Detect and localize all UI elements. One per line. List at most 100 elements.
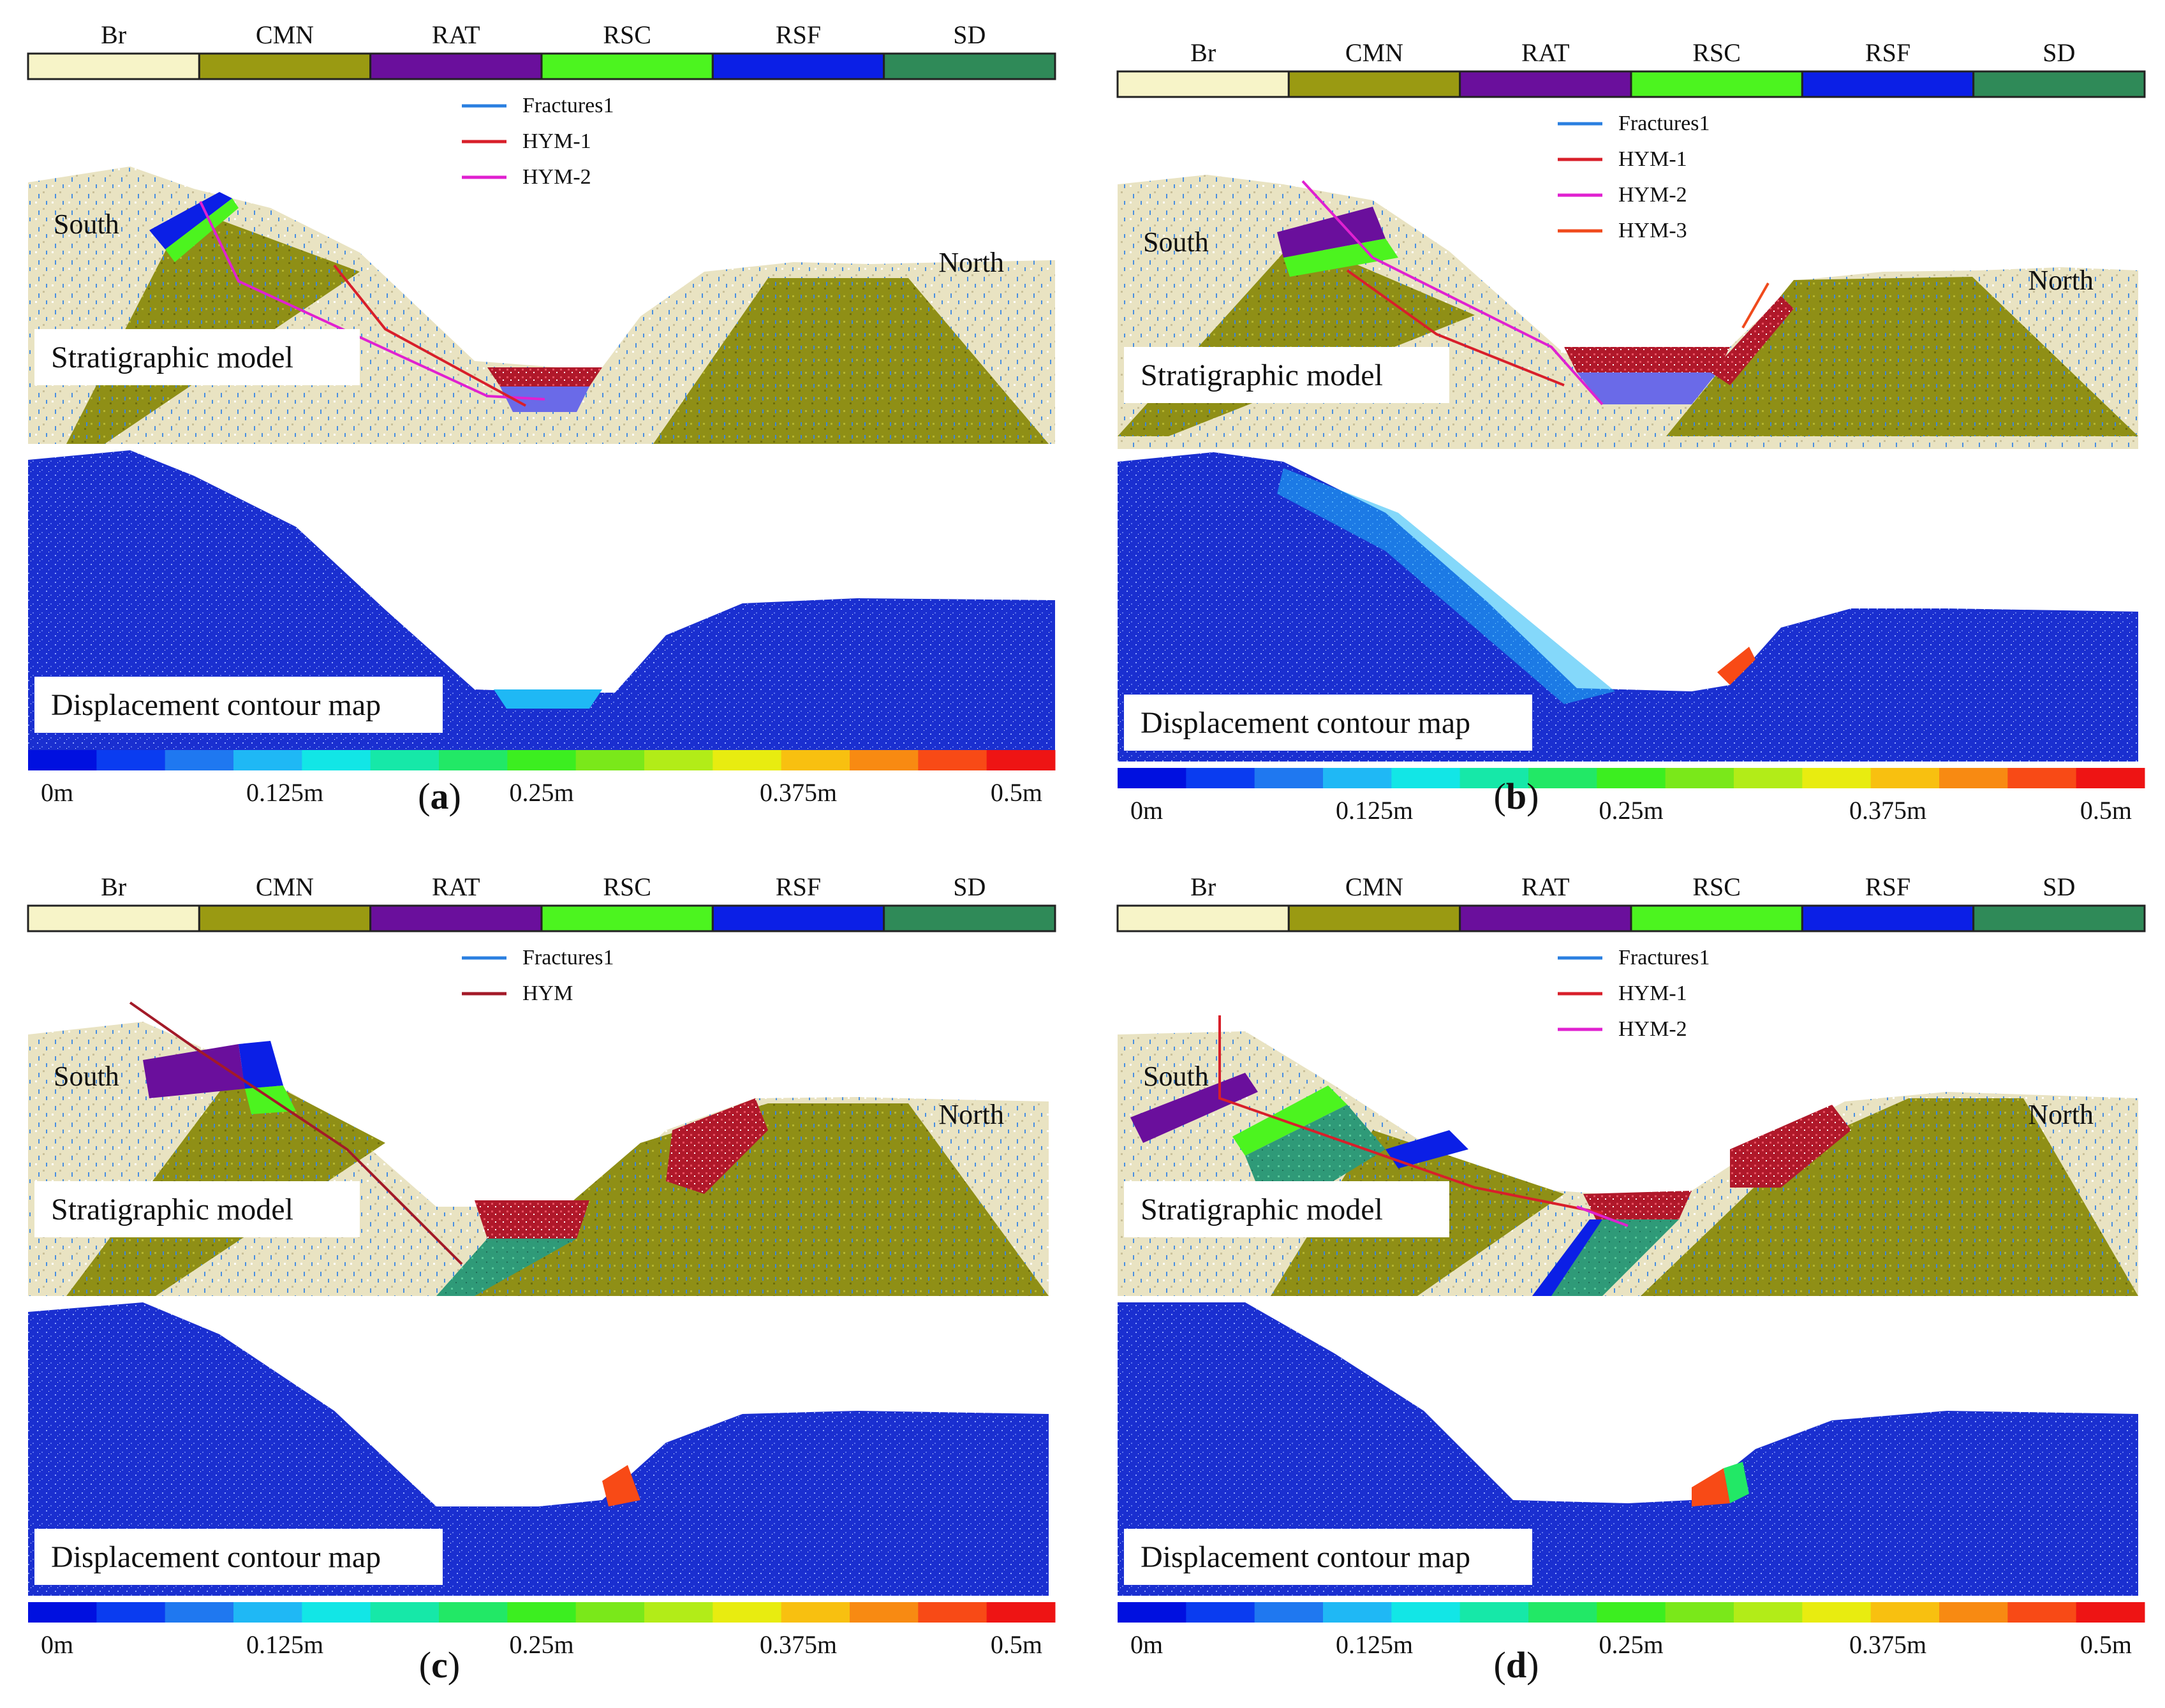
colorbar-segment <box>2076 768 2145 788</box>
stratigraphic-model: Fractures1 HYM-1 HYM-2 South North Stratigrap… <box>28 94 1055 444</box>
layer-legend-bar: Br CMN RAT RSC RSF SD <box>1116 38 2146 98</box>
strat-label: Stratigraphic model <box>1141 358 1383 392</box>
caption-close: ) <box>1526 1644 1539 1686</box>
colorbar-segment <box>2007 1602 2077 1623</box>
displacement-contour-map: Displacement contour map <box>28 1302 1049 1596</box>
layer-swatch-sd <box>1972 904 2146 932</box>
colorbar: 0m 0.125m 0.25m 0.375m 0.5m <box>1118 1602 2145 1659</box>
strata-band <box>1385 1130 1468 1168</box>
layer-label-rsf: RSF <box>776 872 821 901</box>
legend-label: HYM-3 <box>1618 219 1687 242</box>
hym-line <box>1346 269 1565 387</box>
colorbar-segment <box>1802 768 1872 788</box>
strat-label-box <box>34 329 360 385</box>
deposit-zone <box>1583 1191 1692 1219</box>
panel-caption: (b) <box>1494 776 1539 817</box>
layer-label-rsf: RSF <box>776 20 821 49</box>
colorbar-segment <box>1597 768 1666 788</box>
hym-line <box>1301 180 1604 406</box>
layer-label-cmn: CMN <box>256 872 314 901</box>
disp-label: Displacement contour map <box>1141 1540 1470 1574</box>
colorbar-segment <box>713 1602 782 1623</box>
colorbar-tick-label: 0m <box>41 1630 73 1659</box>
displacement-zone <box>1692 1468 1730 1506</box>
layer-label-rat: RAT <box>1521 872 1570 901</box>
colorbar-tick-label: 0.5m <box>2080 1630 2132 1659</box>
legend-label: HYM-1 <box>1618 982 1687 1005</box>
displacement-zone <box>1717 647 1755 685</box>
colorbar-tick-label: 0.25m <box>1599 796 1663 825</box>
deposit-zone <box>475 1200 589 1239</box>
colorbar-segment <box>781 750 850 770</box>
hym-line <box>129 1001 463 1265</box>
colorbar-segment <box>1186 768 1255 788</box>
layer-swatch-rsf <box>1801 70 1975 98</box>
strata-band <box>1130 1073 1258 1143</box>
colorbar-tick-label: 0.125m <box>246 1630 323 1659</box>
colorbar-tick-label: 0.125m <box>1336 796 1413 825</box>
displacement-contour-map: Displacement contour map <box>28 450 1055 756</box>
layer-label-rsc: RSC <box>1692 872 1741 901</box>
strata-band <box>239 1041 283 1089</box>
strata-band <box>1283 239 1398 277</box>
layer-label-cmn: CMN <box>1345 872 1403 901</box>
caption-open: ( <box>418 776 430 817</box>
colorbar-segment <box>1870 1602 1940 1623</box>
colorbar-segment <box>575 750 645 770</box>
colorbar-segment <box>507 750 577 770</box>
deposit-zone <box>487 367 602 387</box>
colorbar-segment <box>1459 1602 1529 1623</box>
colorbar-segment <box>918 750 987 770</box>
layer-label-rsc: RSC <box>603 872 651 901</box>
layer-swatch-sd <box>1972 70 2146 98</box>
colorbar-segment <box>644 750 713 770</box>
displacement-zone <box>602 1465 640 1506</box>
layer-label-sd: SD <box>2043 872 2075 901</box>
colorbar-segment <box>1186 1602 1255 1623</box>
colorbar-segment <box>850 750 919 770</box>
colorbar-segment <box>1939 768 2008 788</box>
caption-open: ( <box>1494 1644 1506 1686</box>
colorbar: 0m 0.125m 0.25m 0.375m 0.5m <box>1118 768 2145 825</box>
hym-line <box>199 201 545 401</box>
layer-label-br: Br <box>1190 872 1216 901</box>
hym-line <box>1576 1205 1629 1227</box>
colorbar-segment <box>96 750 166 770</box>
strat-label-box <box>1124 347 1449 403</box>
legend-label: Fractures1 <box>522 946 614 969</box>
deposit-zone <box>666 1098 768 1194</box>
colorbar-segment <box>575 1602 645 1623</box>
layer-swatch-br <box>27 904 200 932</box>
colorbar-tick-label: 0m <box>1130 796 1163 825</box>
legend-label: Fractures1 <box>1618 112 1710 135</box>
colorbar-segment <box>1391 768 1461 788</box>
colorbar-segment <box>1118 768 1186 788</box>
colorbar-segment <box>1939 1602 2008 1623</box>
label-north: North <box>938 1099 1004 1130</box>
colorbar-segment <box>165 750 234 770</box>
layer-label-rsc: RSC <box>1692 38 1741 67</box>
label-north: North <box>2028 1099 2094 1130</box>
displacement-zone <box>1277 468 1615 704</box>
colorbar-tick-label: 0.25m <box>1599 1630 1663 1659</box>
caption-letter: b <box>1506 776 1526 817</box>
colorbar-tick-label: 0.375m <box>1849 1630 1926 1659</box>
layer-label-cmn: CMN <box>1345 38 1403 67</box>
colorbar: 0m 0.125m 0.25m 0.375m 0.5m <box>28 750 1056 807</box>
layer-label-rat: RAT <box>1521 38 1570 67</box>
disp-label-box <box>1124 1529 1532 1585</box>
deposit-zone <box>1730 1105 1851 1188</box>
layer-label-cmn: CMN <box>256 20 314 49</box>
cmn-body <box>1641 1098 2138 1296</box>
legend-label: HYM-1 <box>1618 147 1687 171</box>
colorbar-segment <box>507 1602 577 1623</box>
deposit-zone <box>1564 347 1730 372</box>
colorbar-segment <box>1665 768 1734 788</box>
colorbar-segment <box>370 750 440 770</box>
strata-band <box>143 1044 245 1098</box>
colorbar-tick-label: 0.375m <box>1849 796 1926 825</box>
colorbar-segment <box>370 1602 440 1623</box>
colorbar-segment <box>850 1602 919 1623</box>
colorbar-segment <box>1665 1602 1734 1623</box>
strata-band <box>1277 207 1385 258</box>
